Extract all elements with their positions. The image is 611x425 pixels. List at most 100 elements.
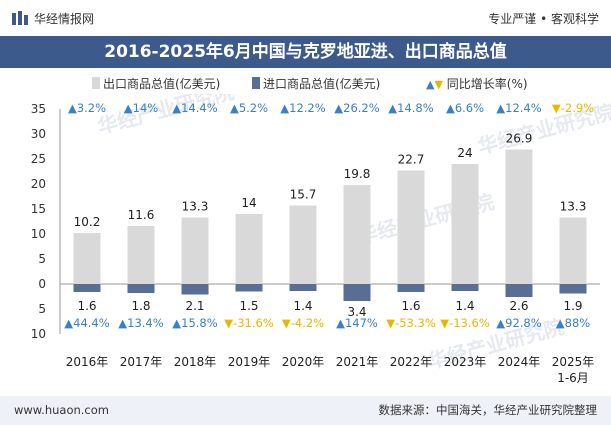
import-growth-label: ▲13.4% — [118, 316, 163, 330]
export-bar — [181, 217, 209, 284]
triangle-down-icon: ▼ — [434, 78, 443, 91]
export-growth-label: ▲12.4% — [496, 101, 541, 115]
huajing-logo-icon — [12, 11, 28, 25]
legend-export-label: 出口商品总值(亿美元) — [103, 77, 221, 91]
legend-import: 进口商品总值(亿美元) — [252, 74, 380, 94]
y-tick-label: 30 — [31, 127, 46, 141]
export-growth-label: ▲14% — [124, 101, 158, 115]
bar-chart: 华经产业研究院华经产业研究院华经产业研究院华经产业研究院353025201510… — [31, 94, 611, 385]
import-value-label: 1.9 — [563, 299, 582, 313]
import-growth-label: ▲147% — [336, 316, 378, 330]
triangle-up-icon: ▲ — [426, 78, 435, 91]
x-tick-label: 2016年 — [66, 355, 109, 369]
import-value-label: 1.5 — [239, 299, 258, 313]
export-growth-label: ▲5.2% — [230, 101, 268, 115]
y-tick-label: 35 — [31, 102, 46, 116]
x-tick-label: 2017年 — [120, 355, 163, 369]
legend-growth-label: 同比增长率(%) — [446, 77, 528, 91]
x-tick-label: 2021年 — [336, 355, 379, 369]
export-growth-label: ▲3.2% — [68, 101, 106, 115]
import-bar — [397, 284, 425, 292]
export-bar — [451, 164, 479, 284]
top-bar: 华经情报网 专业严谨 • 客观科学 — [0, 0, 611, 36]
import-value-label: 1.6 — [401, 299, 420, 313]
export-bar — [343, 185, 371, 284]
import-bar — [73, 284, 101, 292]
footer: www.huaon.com 数据来源：中国海关，华经产业研究院整理 — [0, 396, 611, 425]
import-growth-label: ▼-13.6% — [440, 316, 490, 330]
chart-title: 2016-2025年6月中国与克罗地亚进、出口商品总值 — [0, 36, 611, 68]
y-tick-label: 25 — [31, 152, 46, 166]
export-bar — [397, 170, 425, 284]
import-value-label: 1.4 — [293, 299, 312, 313]
x-tick-label: 2024年 — [498, 355, 541, 369]
export-bar — [127, 226, 155, 284]
import-bar — [451, 284, 479, 291]
import-bar — [289, 284, 317, 291]
export-value-label: 22.7 — [398, 153, 425, 167]
export-value-label: 10.2 — [74, 215, 101, 229]
import-bar — [343, 284, 371, 301]
export-growth-label: ▲14.8% — [388, 101, 433, 115]
legend-export: 出口商品总值(亿美元) — [92, 74, 220, 94]
import-value-label: 2.1 — [185, 299, 204, 313]
export-growth-label: ▲12.2% — [280, 101, 325, 115]
import-value-label: 2.6 — [509, 299, 528, 313]
import-growth-label: ▲88% — [556, 316, 590, 330]
y-tick-label: 10 — [31, 227, 46, 241]
export-growth-label: ▲26.2% — [334, 101, 379, 115]
x-tick-label: 2020年 — [282, 355, 325, 369]
x-tick-label: 2022年 — [390, 355, 433, 369]
export-growth-label: ▲14.4% — [172, 101, 217, 115]
import-growth-label: ▼-31.6% — [224, 316, 274, 330]
export-value-label: 24 — [457, 146, 472, 160]
y-tick-label: 15 — [31, 202, 46, 216]
export-value-label: 26.9 — [506, 132, 533, 146]
legend-export-swatch — [92, 77, 100, 89]
export-bar — [559, 217, 587, 284]
y-tick-label: 5 — [38, 302, 46, 316]
x-tick-label: 2025年 — [552, 355, 595, 369]
legend-import-label: 进口商品总值(亿美元) — [263, 77, 381, 91]
export-bar — [289, 205, 317, 284]
export-bar — [235, 214, 263, 284]
import-bar — [559, 284, 587, 294]
export-growth-label: ▲6.6% — [446, 101, 484, 115]
import-bar — [181, 284, 209, 295]
footer-url: www.huaon.com — [14, 403, 109, 417]
y-tick-label: 0 — [38, 277, 46, 291]
export-value-label: 13.3 — [560, 200, 587, 214]
slogan: 专业严谨 • 客观科学 — [488, 12, 599, 26]
y-tick-label: 5 — [38, 252, 46, 266]
import-value-label: 1.4 — [455, 299, 474, 313]
y-tick-label: 20 — [31, 177, 46, 191]
export-value-label: 13.3 — [182, 200, 209, 214]
export-value-label: 15.7 — [290, 188, 317, 202]
footer-source: 数据来源：中国海关，华经产业研究院整理 — [378, 403, 598, 417]
import-growth-label: ▼-53.3% — [386, 316, 436, 330]
y-tick-label: 10 — [31, 327, 46, 341]
export-growth-label: ▼-2.9% — [552, 101, 594, 115]
brand-name: 华经情报网 — [34, 12, 95, 26]
export-value-label: 11.6 — [128, 208, 155, 222]
import-bar — [505, 284, 533, 297]
export-bar — [73, 233, 101, 284]
legend-growth: ▲▼ 同比增长率(%) — [426, 74, 528, 94]
export-value-label: 19.8 — [344, 167, 371, 181]
import-growth-label: ▼-4.2% — [282, 316, 324, 330]
export-value-label: 14 — [241, 196, 256, 210]
import-bar — [127, 284, 155, 293]
x-tick-label: 2023年 — [444, 355, 487, 369]
import-value-label: 1.8 — [131, 299, 150, 313]
import-value-label: 3.4 — [347, 305, 366, 319]
x-tick-label: 2019年 — [228, 355, 271, 369]
import-value-label: 1.6 — [77, 299, 96, 313]
import-growth-label: ▲44.4% — [64, 316, 109, 330]
legend: 出口商品总值(亿美元) 进口商品总值(亿美元) ▲▼ 同比增长率(%) — [0, 74, 611, 94]
import-bar — [235, 284, 263, 292]
import-growth-label: ▲92.8% — [496, 316, 541, 330]
x-tick-label: 1-6月 — [557, 371, 589, 385]
export-bar — [505, 149, 533, 284]
import-growth-label: ▲15.8% — [172, 316, 217, 330]
legend-import-swatch — [252, 77, 260, 89]
